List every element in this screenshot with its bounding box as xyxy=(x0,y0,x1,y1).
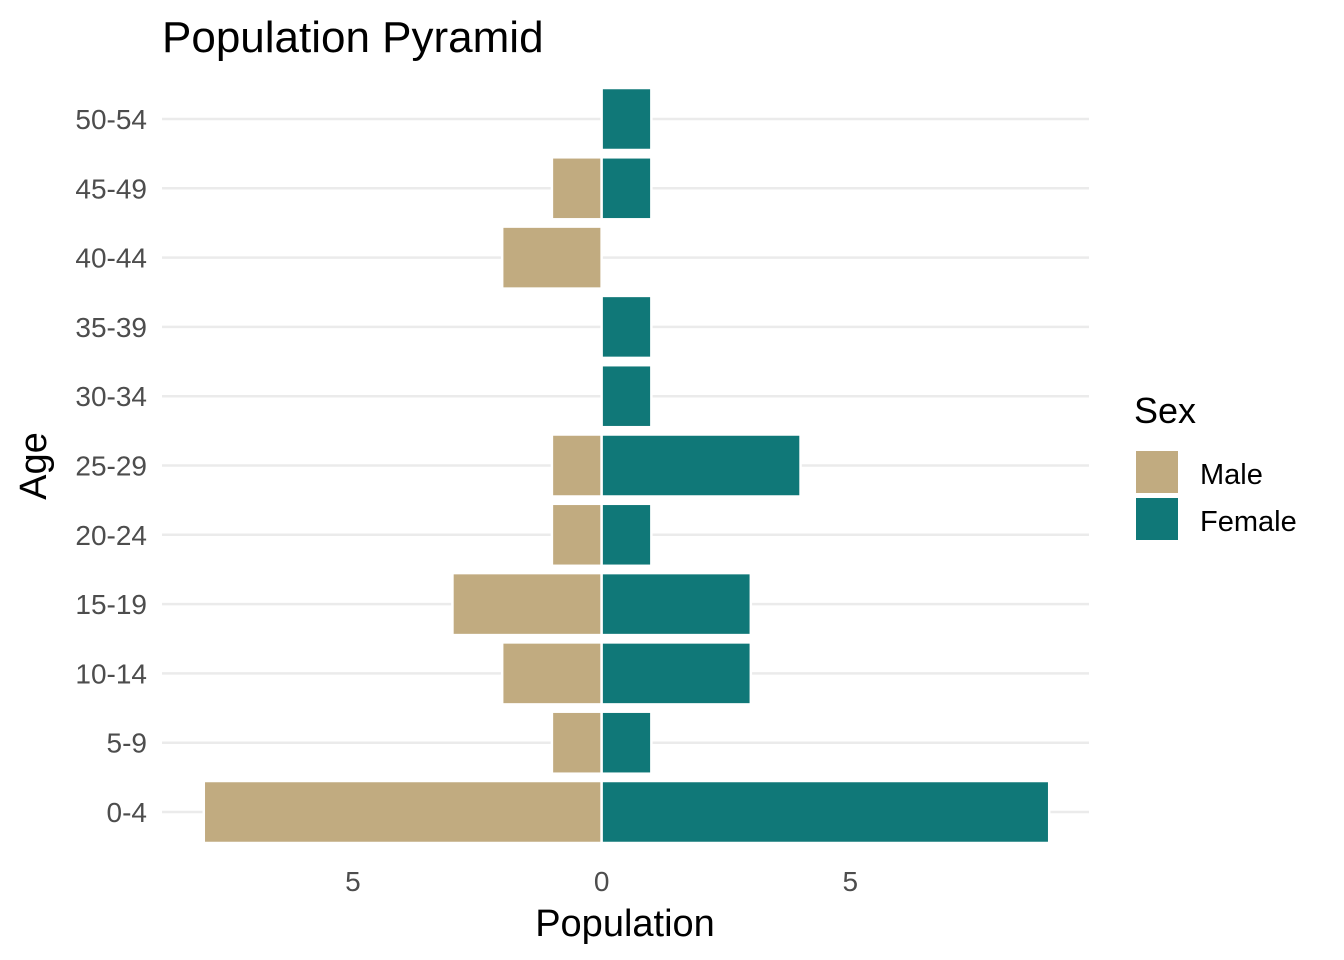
bar-male-10-14 xyxy=(500,641,603,706)
legend-label-female: Female xyxy=(1200,506,1297,538)
y-tick-label: 20-24 xyxy=(75,520,147,551)
y-axis-title: Age xyxy=(13,432,55,500)
bar-male-45-49 xyxy=(550,156,603,221)
y-tick-label: 45-49 xyxy=(75,173,147,204)
x-tick-label: 0 xyxy=(594,866,610,897)
x-axis-ticks: 5 0 5 xyxy=(345,866,858,897)
bar-female-25-29 xyxy=(600,433,802,498)
bar-female-5-9 xyxy=(600,710,653,775)
bar-male-5-9 xyxy=(550,710,603,775)
bar-female-50-54 xyxy=(600,86,653,152)
bar-female-30-34 xyxy=(600,363,653,429)
y-tick-label: 0-4 xyxy=(107,797,147,828)
y-tick-label: 15-19 xyxy=(75,589,147,620)
bar-male-0-4 xyxy=(202,779,603,845)
y-axis-ticks: 0-4 5-9 10-14 15-19 20-24 25-29 30-34 35-39 40-4… xyxy=(75,104,147,828)
bar-female-35-39 xyxy=(600,294,653,360)
bars xyxy=(202,86,1051,845)
legend-title: Sex xyxy=(1134,390,1196,431)
bar-male-15-19 xyxy=(451,571,603,637)
bar-male-20-24 xyxy=(550,502,603,568)
bar-female-20-24 xyxy=(600,502,653,568)
legend-label-male: Male xyxy=(1200,459,1263,491)
x-tick-label: 5 xyxy=(842,866,858,897)
y-tick-label: 5-9 xyxy=(107,728,147,759)
bar-female-10-14 xyxy=(600,641,753,706)
y-tick-label: 25-29 xyxy=(75,451,147,482)
x-axis-title: Population xyxy=(535,903,715,945)
bar-female-15-19 xyxy=(600,571,753,637)
y-tick-label: 35-39 xyxy=(75,312,147,343)
y-tick-label: 50-54 xyxy=(75,104,147,135)
bar-male-40-44 xyxy=(500,225,603,290)
bar-female-0-4 xyxy=(600,779,1051,845)
y-tick-label: 40-44 xyxy=(75,243,147,274)
y-tick-label: 30-34 xyxy=(75,381,147,412)
legend-swatch-female xyxy=(1136,498,1178,540)
bar-female-45-49 xyxy=(600,156,653,221)
legend-swatch-male xyxy=(1136,451,1178,493)
bar-male-25-29 xyxy=(550,433,603,498)
chart-title: Population Pyramid xyxy=(162,13,544,62)
legend: Sex Male Female xyxy=(1134,390,1297,540)
x-tick-label: 5 xyxy=(345,866,361,897)
y-tick-label: 10-14 xyxy=(75,658,147,689)
